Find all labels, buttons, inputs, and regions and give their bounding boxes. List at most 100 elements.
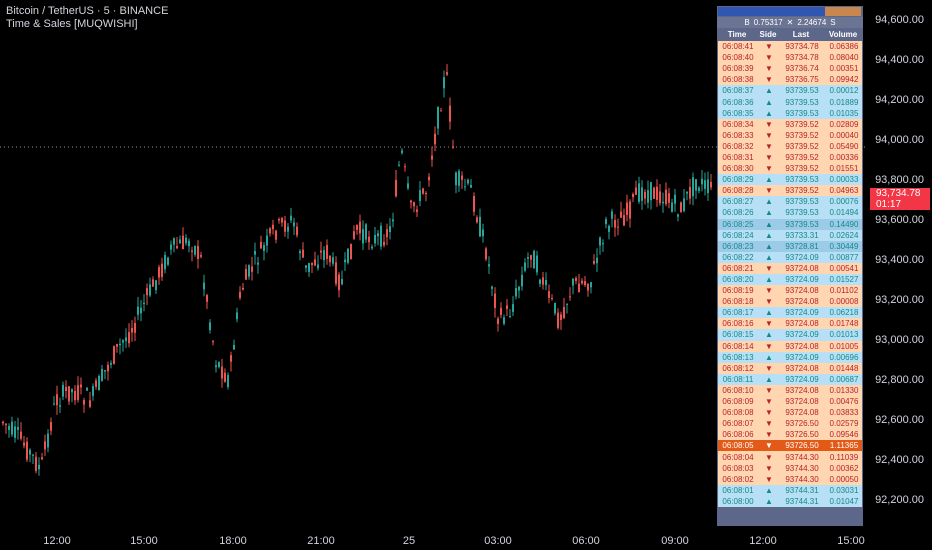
candle-body — [290, 215, 292, 221]
candle-body — [206, 295, 208, 302]
down-arrow-icon: ▼ — [765, 463, 773, 473]
candle-body — [410, 200, 412, 203]
candle-body — [632, 193, 634, 198]
price-axis-label: 93,600.00 — [875, 214, 924, 226]
ts-row: 06:08:08 ▼ 93724.08 0.03833 — [718, 407, 862, 419]
ts-cell-last: 93744.30 — [785, 463, 819, 473]
candle-body — [11, 421, 13, 435]
candle-body — [26, 441, 28, 460]
time-axis-label: 21:00 — [307, 535, 335, 547]
ts-cell-volume: 0.02809 — [829, 119, 859, 129]
ts-cell-last: 93726.50 — [785, 430, 819, 440]
candle-body — [311, 262, 313, 266]
ts-cell-time: 06:08:04 — [722, 452, 754, 462]
candle-body — [362, 229, 364, 244]
candle-body — [608, 225, 610, 232]
ts-cell-volume: 0.00012 — [829, 86, 859, 96]
candle-body — [701, 178, 703, 185]
ts-cell-volume: 0.00336 — [829, 152, 859, 162]
candle-body — [155, 280, 157, 291]
ts-cell-time: 06:08:33 — [722, 130, 754, 140]
ts-cell-last: 93736.75 — [785, 75, 819, 85]
down-arrow-icon: ▼ — [765, 186, 773, 196]
candle-body — [599, 237, 601, 246]
price-axis-label: 92,600.00 — [875, 414, 924, 426]
candle-body — [617, 226, 619, 228]
candle-body — [509, 316, 511, 318]
ts-cell-volume: 0.03833 — [829, 408, 859, 418]
time-axis[interactable]: 12:00 15:00 18:00 21:00 25 03:00 06:00 09:00 12:… — [0, 526, 868, 550]
candle-body — [659, 191, 661, 204]
up-arrow-icon: ▲ — [765, 197, 773, 207]
ts-cell-last: 93744.31 — [785, 485, 819, 495]
candlestick-chart[interactable] — [0, 0, 868, 526]
ts-row: 06:08:04 ▼ 93744.30 0.11039 — [718, 451, 862, 463]
candle-body — [293, 222, 295, 227]
price-axis[interactable]: 94,600.00 94,400.00 94,200.00 94,000.00 93,8… — [868, 0, 932, 526]
candle-body — [236, 312, 238, 320]
candle-body — [224, 372, 226, 382]
up-arrow-icon: ▲ — [765, 485, 773, 495]
ts-cell-last: 93739.53 — [785, 208, 819, 218]
down-arrow-icon: ▼ — [765, 341, 773, 351]
legend-indicator[interactable]: Time & Sales [MUQWISHI] — [6, 18, 138, 30]
candle-body — [689, 187, 691, 199]
ts-cell-time: 06:08:06 — [722, 430, 754, 440]
ts-cell-time: 06:08:08 — [722, 408, 754, 418]
ts-cell-last: 93739.52 — [785, 130, 819, 140]
candle-body — [557, 312, 559, 328]
ts-cell-time: 06:08:11 — [722, 374, 754, 384]
ts-cell-time: 06:08:23 — [722, 241, 754, 251]
candle-body — [356, 225, 358, 230]
ts-cell-last: 93739.53 — [785, 219, 819, 229]
ts-cell-volume: 0.00476 — [829, 397, 859, 407]
candle-body — [95, 380, 97, 387]
ts-cell-time: 06:08:35 — [722, 108, 754, 118]
candle-body — [272, 224, 274, 230]
ts-cell-volume: 0.00362 — [829, 463, 859, 473]
ts-cell-time: 06:08:19 — [722, 286, 754, 296]
candle-body — [551, 298, 553, 300]
candle-body — [203, 282, 205, 290]
ts-cell-volume: 0.03031 — [829, 485, 859, 495]
candle-body — [269, 228, 271, 234]
ts-cell-last: 93736.74 — [785, 64, 819, 74]
legend-symbol[interactable]: Bitcoin / TetherUS · 5 · BINANCE — [6, 5, 169, 17]
ts-cell-volume: 0.00033 — [829, 175, 859, 185]
candle-body — [2, 421, 4, 424]
candle-body — [179, 239, 181, 244]
candle-body — [257, 262, 259, 265]
candle-body — [455, 172, 457, 186]
candle-body — [512, 304, 514, 312]
candle-body — [62, 384, 64, 397]
ts-stats: B 0.75317 ✕ 2.24674 S — [717, 17, 863, 28]
ts-row: 06:08:34 ▼ 93739.52 0.02809 — [718, 118, 862, 130]
ts-cell-last: 93739.52 — [785, 141, 819, 151]
candle-body — [710, 181, 712, 188]
sell-label: S — [830, 18, 836, 27]
candle-body — [536, 255, 538, 273]
candle-body — [593, 261, 595, 264]
candle-body — [29, 449, 31, 455]
candle-body — [275, 230, 277, 240]
candle-body — [242, 287, 244, 290]
candle-body — [434, 133, 436, 145]
ts-cell-time: 06:08:30 — [722, 164, 754, 174]
chart-area[interactable]: Bitcoin / TetherUS · 5 · BINANCE Time & … — [0, 0, 868, 526]
candle-body — [413, 202, 415, 207]
ts-row: 06:08:03 ▼ 93744.30 0.00362 — [718, 462, 862, 474]
candle-body — [596, 257, 598, 264]
candle-body — [35, 456, 37, 471]
candle-body — [647, 190, 649, 203]
down-arrow-icon: ▼ — [765, 441, 773, 451]
candle-body — [545, 280, 547, 286]
candle-body — [164, 254, 166, 270]
candle-body — [305, 265, 307, 268]
ts-row: 06:08:25 ▲ 93739.53 0.14490 — [718, 218, 862, 230]
candle-body — [83, 400, 85, 405]
candle-body — [335, 262, 337, 284]
up-arrow-icon: ▲ — [765, 108, 773, 118]
column-last: Last — [792, 30, 810, 39]
candle-body — [266, 235, 268, 246]
ts-row: 06:08:05 ▼ 93726.50 1.11365 — [718, 440, 862, 452]
